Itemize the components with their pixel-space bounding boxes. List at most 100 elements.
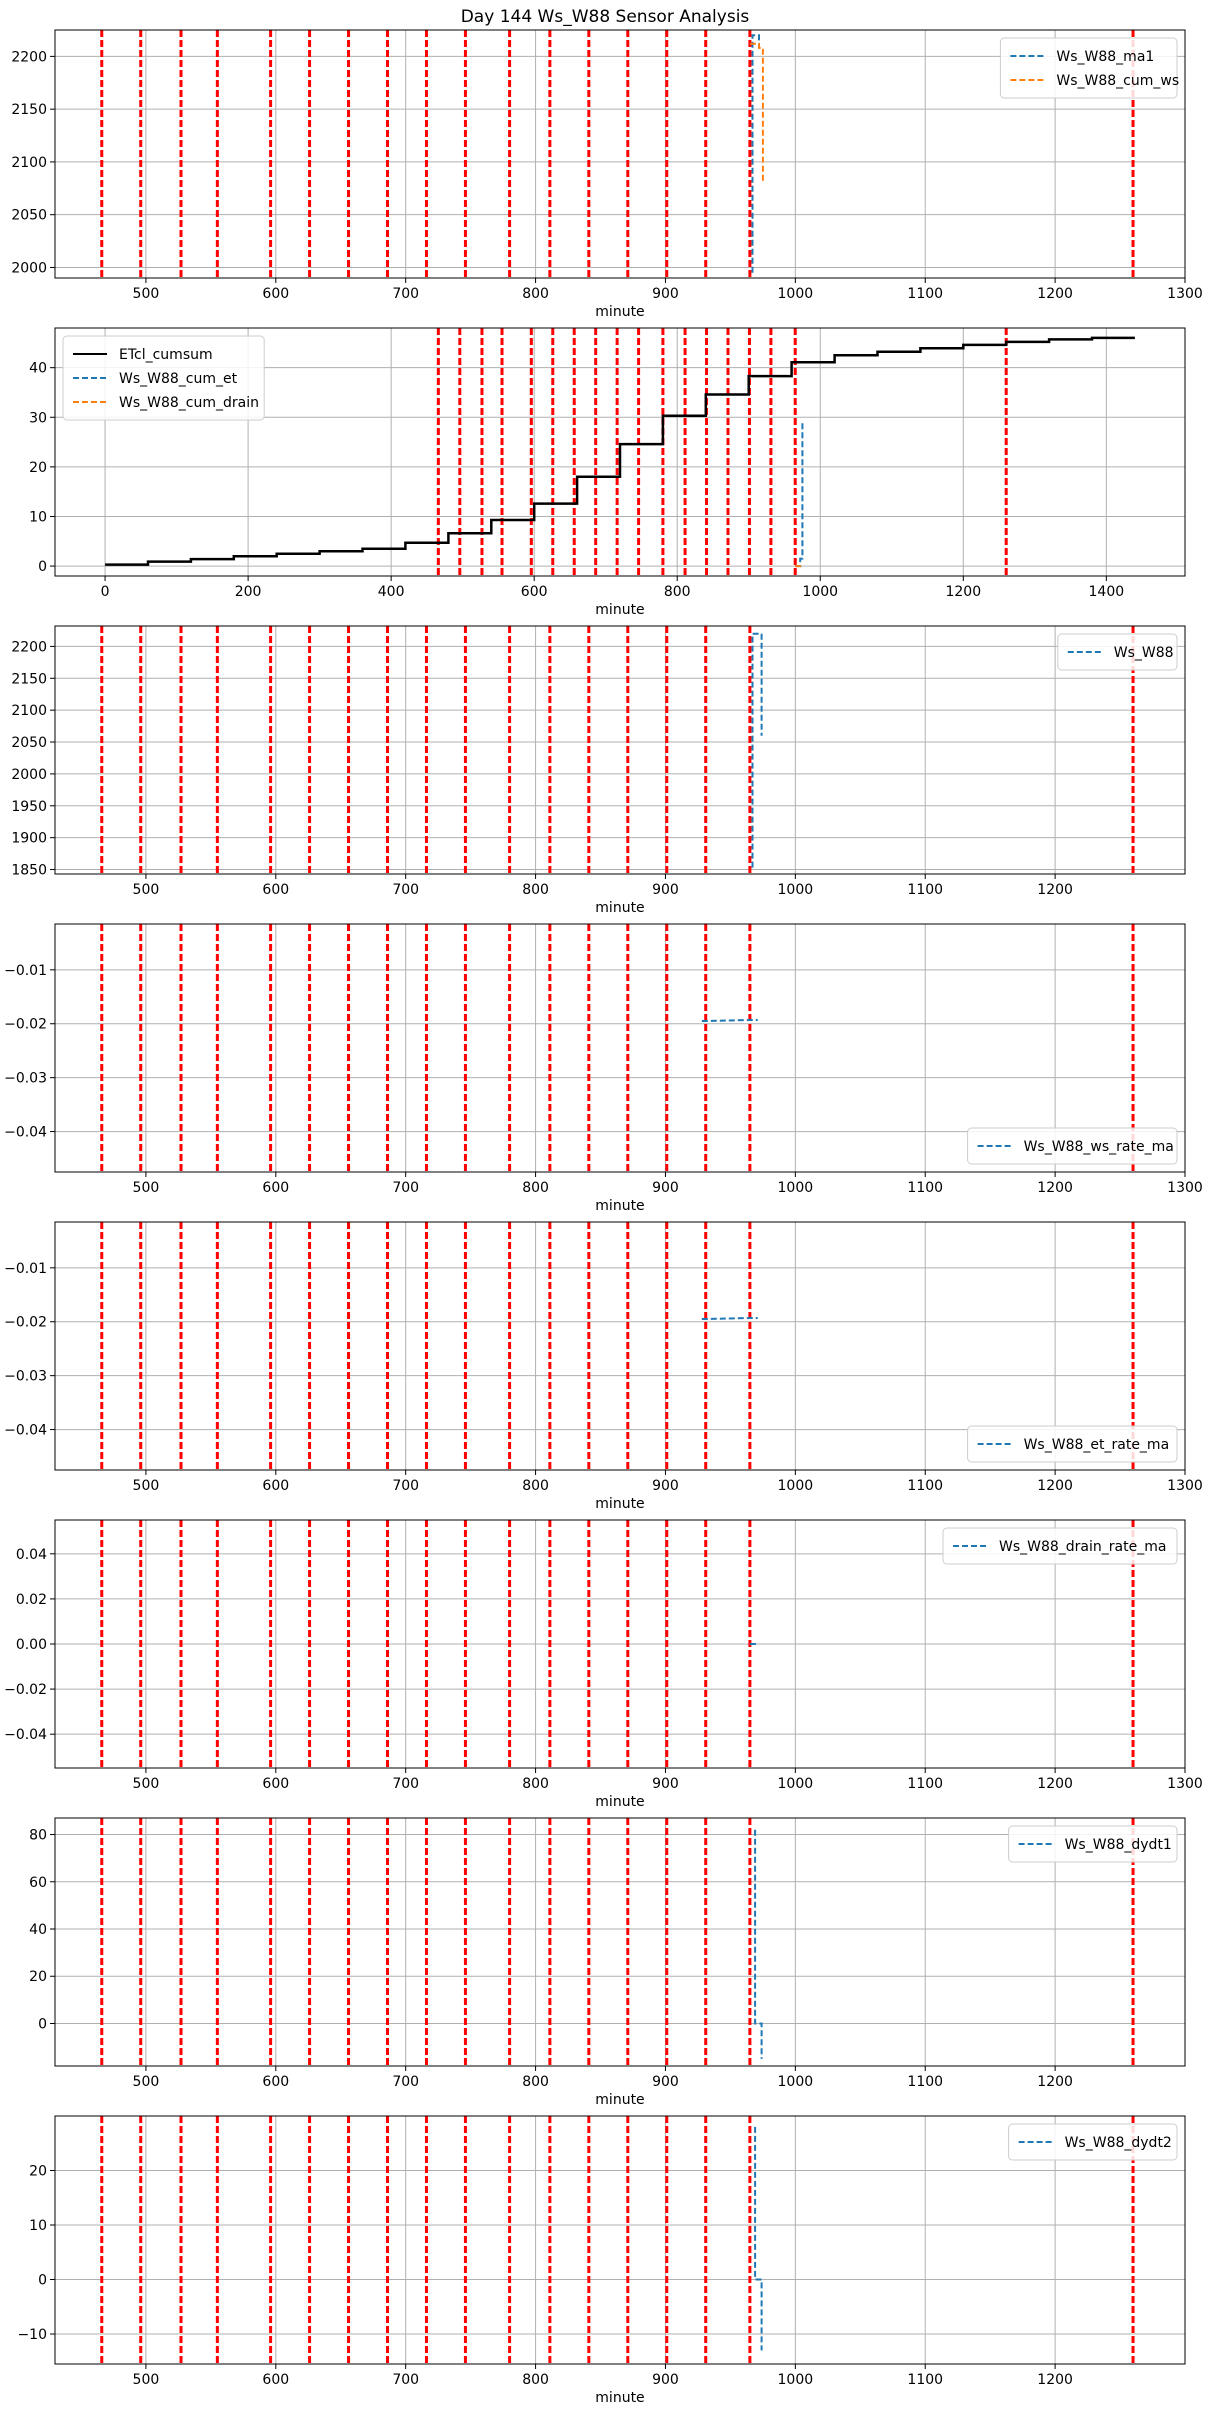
y-tick-label: −10: [17, 2327, 47, 2343]
legend: Ws_W88_ma1 Ws_W88_cum_ws: [999, 37, 1179, 99]
x-axis-label: minute: [595, 602, 644, 618]
legend-label: ETcl_cumsum: [119, 347, 213, 363]
legend-box: [1008, 2123, 1178, 2161]
x-axis-label: minute: [595, 1496, 644, 1512]
x-tick-label: 1100: [907, 1776, 943, 1792]
legend-label: Ws_W88_et_rate_ma: [1024, 1437, 1170, 1453]
x-tick-label: 500: [133, 1180, 160, 1196]
plot-area: [100, 30, 1135, 278]
y-tick-label: 0.04: [16, 1547, 47, 1563]
y-tick-label: −0.04: [4, 1727, 47, 1743]
y-tick-label: 2000: [11, 260, 47, 276]
y-tick-label: 2200: [11, 49, 47, 65]
y-tick-label: 10: [29, 509, 47, 525]
y-tick-label: 0: [38, 2016, 47, 2032]
series-line-ws-w88-et-rate-ma: [701, 1317, 758, 1320]
series-line-ws-w88-cum-ws: [749, 42, 764, 183]
x-tick-label: 600: [262, 1776, 289, 1792]
axes-frame: [54, 625, 1186, 875]
charts: 500 600 700 800 900 1000 1100 1200 1300200020502…: [4, 29, 1203, 2406]
series-line-etcl-cumsum: [105, 336, 1135, 566]
axes-frame: [54, 1519, 1186, 1769]
legend-box: [1057, 633, 1178, 671]
x-axis-label: minute: [595, 900, 644, 916]
x-tick-label: 1300: [1167, 1776, 1203, 1792]
legend-label: Ws_W88_ma1: [1056, 49, 1154, 65]
y-tick-label: −0.02: [4, 1017, 47, 1033]
x-tick-label: 1200: [1037, 2372, 1073, 2388]
x-tick-label: 1300: [1167, 286, 1203, 302]
x-tick-label: 800: [522, 882, 549, 898]
y-tick-label: 2150: [11, 102, 47, 118]
y-tick-label: −0.02: [4, 1315, 47, 1331]
y-tick-label: 1900: [11, 831, 47, 847]
x-tick-label: 1000: [778, 1776, 814, 1792]
x-tick-label: 700: [392, 1776, 419, 1792]
y-tick-label: 2050: [11, 208, 47, 224]
legend-label: Ws_W88_cum_drain: [119, 395, 259, 411]
x-tick-label: 0: [101, 584, 110, 600]
x-tick-label: 800: [522, 1478, 549, 1494]
legend-label: Ws_W88: [1114, 645, 1174, 661]
y-tick-label: 0.02: [16, 1592, 47, 1608]
x-tick-label: 600: [262, 286, 289, 302]
x-tick-label: 500: [133, 2074, 160, 2090]
x-tick-label: 1000: [778, 286, 814, 302]
x-tick-label: 1000: [778, 2372, 814, 2388]
x-tick-label: 700: [392, 1478, 419, 1494]
legend-label: Ws_W88_dydt2: [1065, 2135, 1172, 2151]
plot-area: [100, 2116, 1135, 2364]
x-tick-label: 600: [262, 882, 289, 898]
x-tick-label: 500: [133, 1776, 160, 1792]
y-tick-label: 20: [29, 1969, 47, 1985]
x-tick-label: 1200: [1037, 882, 1073, 898]
plot-area: [100, 1222, 1135, 1470]
legend-box: [999, 37, 1178, 99]
x-tick-label: 700: [392, 1180, 419, 1196]
legend: Ws_W88_drain_rate_ma: [942, 1527, 1178, 1565]
y-tick-label: 0: [38, 559, 47, 575]
chart-panel-5: 500 600 700 800 900 1000 1100 1200 1300 −0.01 −0.0…: [4, 1221, 1203, 1512]
x-tick-label: 800: [664, 584, 691, 600]
x-tick-label: 1200: [1037, 2074, 1073, 2090]
x-axis-label: minute: [595, 2092, 644, 2108]
x-tick-label: 1000: [778, 1180, 814, 1196]
legend-label: Ws_W88_ws_rate_ma: [1024, 1139, 1174, 1155]
y-tick-label: 10: [29, 2218, 47, 2234]
legend-box: [967, 1425, 1178, 1463]
x-tick-label: 1100: [907, 2372, 943, 2388]
chart-panel-4: 500 600 700 800 900 1000 1100 1200 1300 −0.01 −0.0…: [4, 923, 1203, 1214]
x-tick-label: 700: [392, 882, 419, 898]
x-tick-label: 600: [262, 1478, 289, 1494]
y-tick-label: 2200: [11, 639, 47, 655]
x-tick-label: 1200: [1037, 1180, 1073, 1196]
x-tick-label: 200: [235, 584, 262, 600]
x-tick-label: 800: [522, 286, 549, 302]
x-tick-label: 1400: [1089, 584, 1125, 600]
x-tick-label: 800: [522, 1776, 549, 1792]
x-tick-label: 800: [522, 2372, 549, 2388]
x-tick-label: 900: [652, 1776, 679, 1792]
x-tick-label: 500: [133, 1478, 160, 1494]
plot-area: [100, 1520, 1135, 1768]
y-tick-label: −0.02: [4, 1682, 47, 1698]
x-tick-label: 900: [652, 1478, 679, 1494]
x-tick-label: 800: [522, 2074, 549, 2090]
legend: ETcl_cumsum Ws_W88_cum_et Ws_W88_cum_drain: [62, 335, 265, 421]
x-tick-label: 700: [392, 2074, 419, 2090]
y-tick-label: −0.01: [4, 963, 47, 979]
plot-area: [100, 626, 1135, 874]
x-axis-label: minute: [595, 1198, 644, 1214]
y-tick-label: −0.03: [4, 1071, 47, 1087]
chart-panel-8: 500 600 700 800 900 1000 1100 1200 20 10 0 −10 minut…: [17, 2115, 1186, 2406]
chart-panel-2: 0 200 400 600 800 1000 1200 1400 0 10 20 30 40 minute…: [29, 327, 1186, 618]
x-axis-label: minute: [595, 1794, 644, 1810]
axes-frame: [54, 1817, 1186, 2067]
y-tick-label: 80: [29, 1828, 47, 1844]
x-tick-label: 1100: [907, 2074, 943, 2090]
legend-box: [942, 1527, 1178, 1565]
y-tick-label: −0.01: [4, 1261, 47, 1277]
x-tick-label: 600: [521, 584, 548, 600]
series-line-ws-w88: [751, 632, 763, 868]
